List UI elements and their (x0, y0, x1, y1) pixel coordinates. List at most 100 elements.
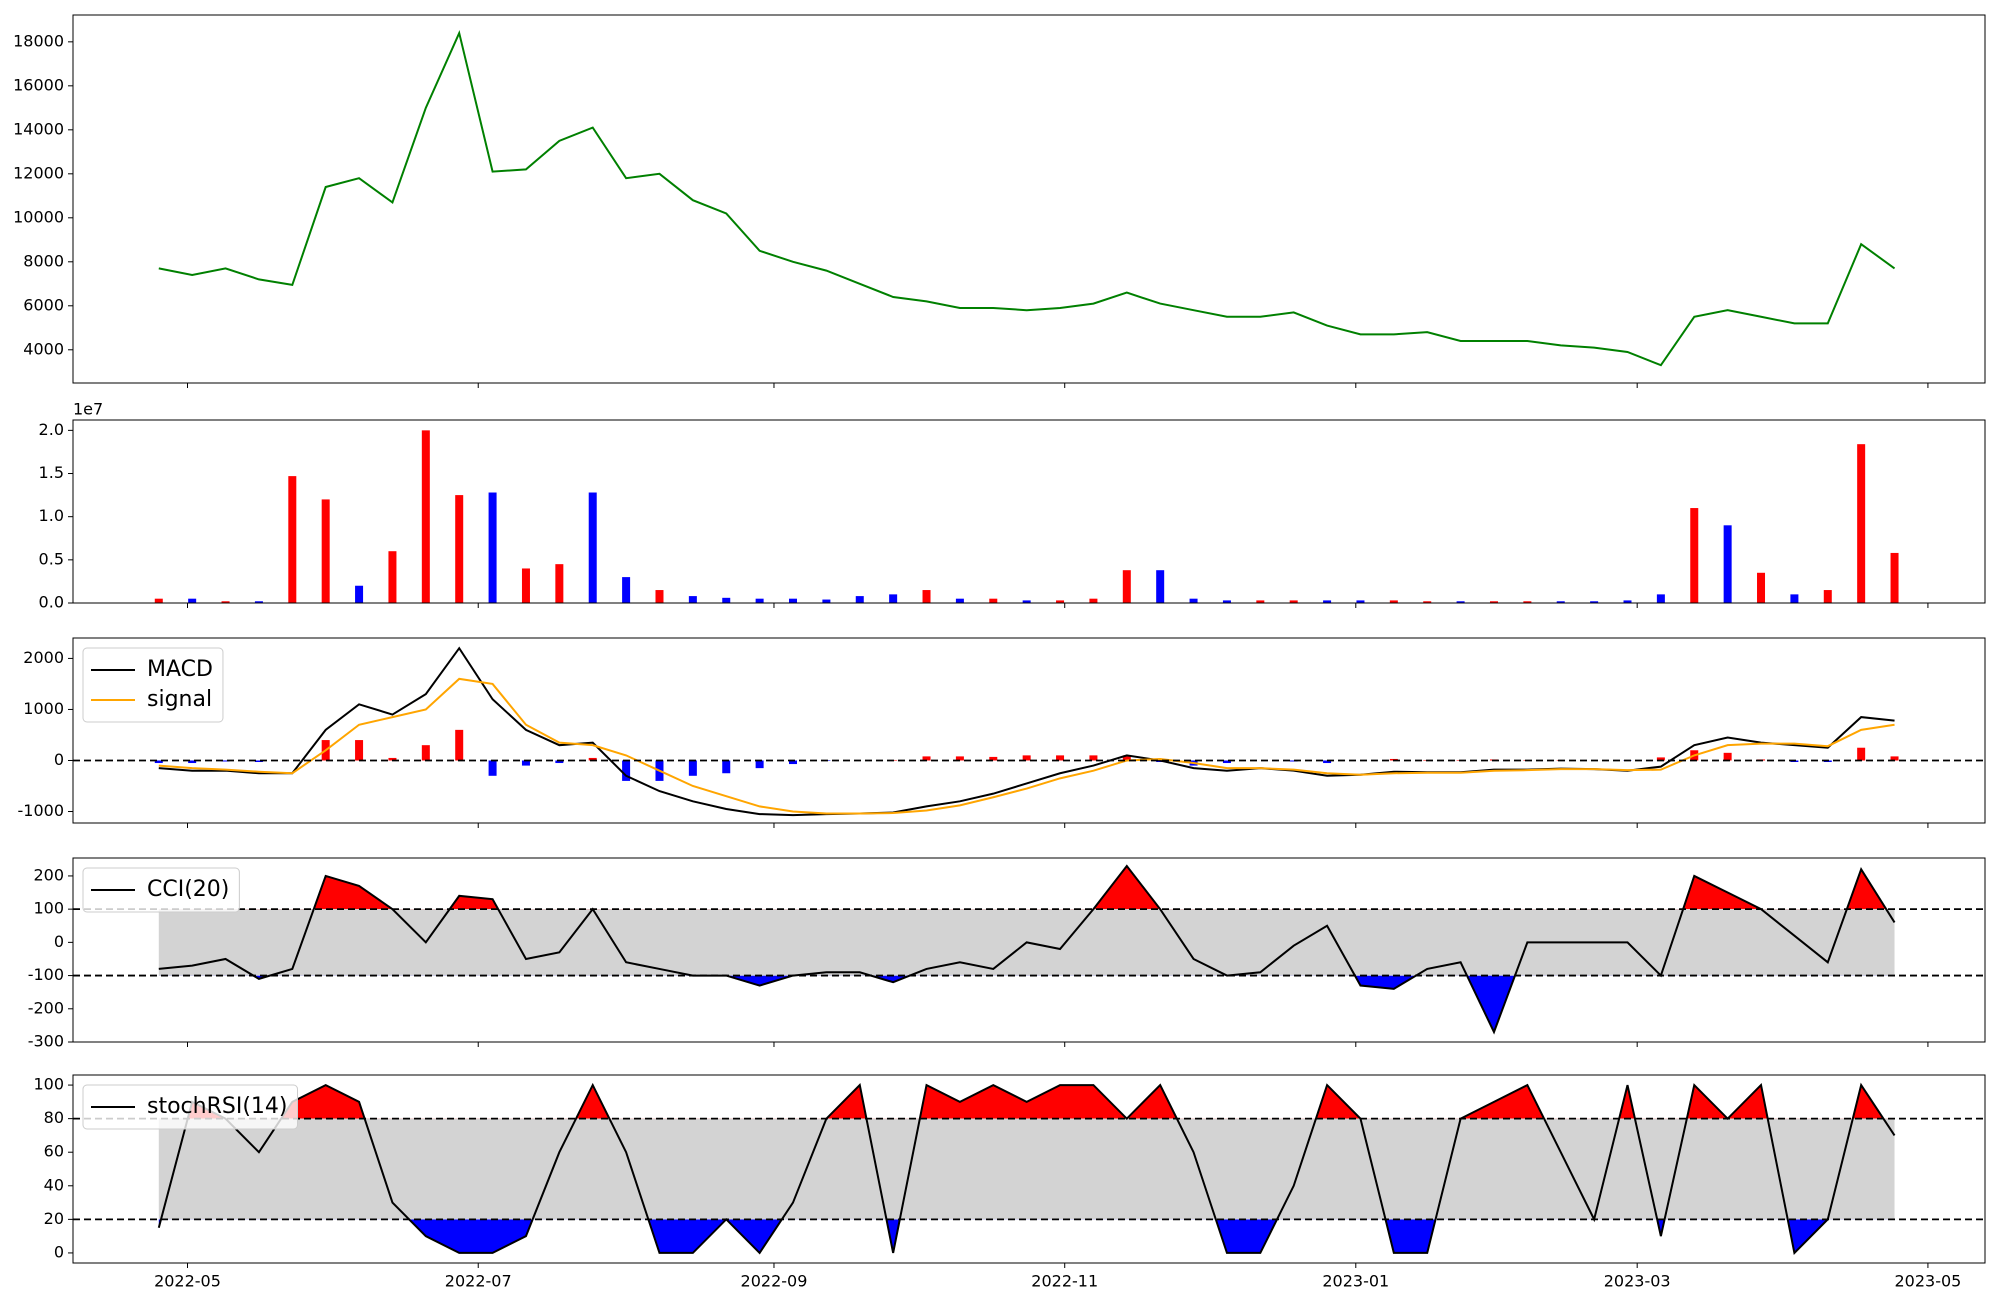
bar (1790, 594, 1799, 603)
y-tick-label: 200 (33, 865, 64, 884)
x-tick-label: 2023-03 (1604, 1272, 1671, 1291)
oversold-fill (158, 1219, 1895, 1253)
overbought-fill (158, 865, 1895, 910)
y-tick-label: 1.5 (39, 463, 64, 482)
histogram-bar (254, 760, 263, 763)
y-tick-label: 14000 (13, 119, 64, 138)
legend-label: CCI(20) (147, 877, 229, 902)
legend: CCI(20) (82, 867, 240, 913)
histogram-bar (755, 760, 764, 769)
legend-label: stochRSI(14) (147, 1094, 288, 1119)
bar (1189, 598, 1198, 603)
oversold-fill (253, 975, 1515, 1033)
y-tick-label: 100 (33, 1075, 64, 1094)
histogram-bar (555, 760, 564, 764)
panel: 4000 6000 8000 10000 12000 14000 16000 18000 (13, 14, 1986, 388)
bar (355, 585, 364, 603)
bar (321, 499, 330, 603)
histogram-bar (588, 757, 597, 761)
bar (789, 598, 798, 603)
y-tick-label: -300 (28, 1032, 64, 1051)
y-tick-label: 12000 (13, 163, 64, 182)
y-tick-label: 0 (54, 750, 64, 769)
plot-area (73, 646, 1985, 817)
bar (1489, 601, 1498, 603)
plot-area (73, 864, 1985, 1035)
frame (72, 637, 1986, 824)
histogram-bar (1222, 760, 1231, 764)
legend: MACD signal (82, 647, 224, 723)
plot-area (73, 1082, 1985, 1255)
histogram-bar (421, 745, 430, 761)
bar (855, 596, 864, 603)
overbought-fill (158, 1085, 1895, 1119)
bar (1222, 600, 1231, 603)
histogram-bar (1323, 760, 1332, 764)
y-tick-label: 4000 (23, 339, 64, 358)
histogram-bar (1289, 760, 1298, 762)
bar (755, 598, 764, 603)
bar (822, 599, 831, 603)
bar (1590, 601, 1599, 603)
bar (388, 551, 397, 603)
bar (622, 577, 631, 603)
bar (1456, 601, 1465, 603)
bar (955, 598, 964, 603)
panel: 0.0 0.5 1.0 1.5 2.0 1e7 (39, 400, 1986, 612)
bar (188, 598, 197, 603)
bar (254, 601, 263, 603)
y-tick-label: 1.0 (39, 506, 64, 525)
histogram-bar (989, 756, 998, 761)
histogram-bar (1056, 755, 1065, 761)
bar (1389, 600, 1398, 603)
x-tick-label: 2022-11 (1031, 1272, 1098, 1291)
y-tick-label: 1000 (23, 699, 64, 718)
histogram-bar (722, 760, 731, 774)
bar (1256, 600, 1265, 603)
bar (1890, 552, 1899, 603)
y-tick-label: 18000 (13, 31, 64, 50)
histogram-bar (922, 756, 931, 761)
bar (555, 564, 564, 603)
histogram-bar (1857, 747, 1866, 761)
bar (722, 597, 731, 603)
series-line (158, 29, 1896, 367)
y-tick-label: 0 (54, 1242, 64, 1261)
bar (288, 476, 297, 603)
bar (221, 601, 230, 603)
histogram-bar (1723, 752, 1732, 761)
histogram-bar (154, 760, 163, 764)
y-tick-label: 2000 (23, 648, 64, 667)
legend-box (82, 647, 224, 723)
histogram-bar (488, 760, 497, 776)
series-line (158, 864, 1896, 1035)
histogram-bar (355, 740, 364, 761)
histogram-bar (789, 760, 798, 765)
histogram-bar (388, 757, 397, 761)
bar (1156, 570, 1165, 603)
x-tick-label: 2022-07 (445, 1272, 512, 1291)
bar (455, 495, 464, 603)
y-tick-label: 0.0 (39, 593, 64, 612)
bar (1656, 594, 1665, 603)
bar (1523, 601, 1532, 603)
bar (1356, 600, 1365, 603)
bar (521, 568, 530, 603)
y-tick-label: 0.5 (39, 549, 64, 568)
legend: stochRSI(14) (82, 1084, 298, 1130)
y-tick-label: 10000 (13, 207, 64, 226)
histogram-bar (455, 729, 464, 761)
frame (72, 857, 1986, 1043)
y-tick-label: 16000 (13, 75, 64, 94)
bar (688, 596, 697, 603)
bar (1022, 600, 1031, 603)
x-tick-label: 2022-09 (741, 1272, 808, 1291)
bar (1122, 570, 1131, 603)
bar (1823, 590, 1832, 603)
y-tick-label: 6000 (23, 295, 64, 314)
histogram-bar (521, 760, 530, 766)
x-tick-label: 2023-01 (1322, 1272, 1389, 1291)
series-line (158, 677, 1895, 815)
y-tick-label: 2.0 (39, 420, 64, 439)
y-tick-label: 8000 (23, 251, 64, 270)
